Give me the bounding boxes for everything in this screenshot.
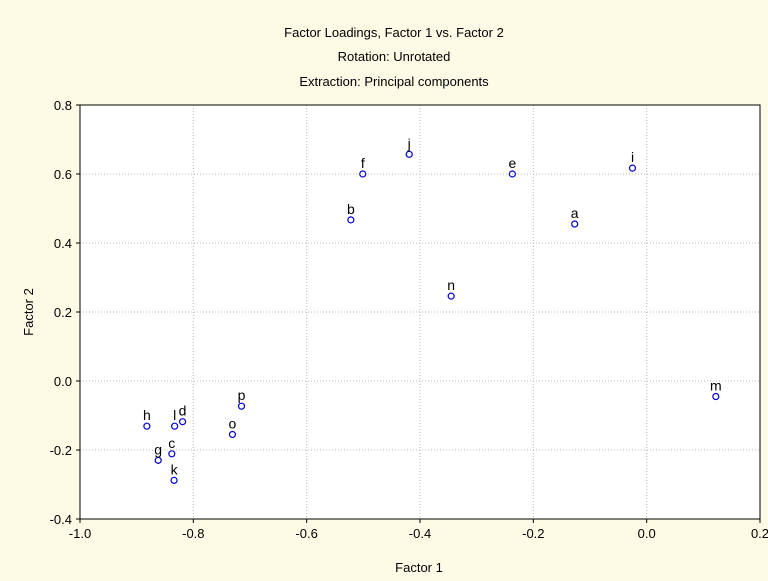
data-point-b <box>347 216 355 224</box>
data-label-b: b <box>347 201 355 217</box>
data-point-e <box>508 170 516 178</box>
x-tick-label: -1.0 <box>69 526 91 541</box>
chart-subtitle-rotation: Rotation: Unrotated <box>338 49 451 64</box>
data-point-d <box>178 418 187 426</box>
y-axis-label: Factor 2 <box>21 288 36 336</box>
data-point-p <box>237 402 246 410</box>
x-tick-label: -0.4 <box>409 526 431 541</box>
data-label-e: e <box>508 155 516 171</box>
data-point-k <box>170 476 178 484</box>
data-label-f: f <box>361 155 365 171</box>
data-point-n <box>447 292 455 300</box>
data-label-g: g <box>154 441 162 457</box>
data-point-h <box>143 422 151 430</box>
data-label-l: l <box>173 407 176 423</box>
data-label-k: k <box>171 461 179 477</box>
data-label-d: d <box>179 403 187 419</box>
data-label-c: c <box>168 435 175 451</box>
x-tick-label: -0.6 <box>295 526 317 541</box>
y-tick-label: 0.8 <box>54 98 72 113</box>
data-label-a: a <box>571 205 579 221</box>
data-point-m <box>712 392 720 401</box>
data-label-p: p <box>238 387 246 403</box>
chart-subtitle-extraction: Extraction: Principal components <box>299 74 489 89</box>
data-point-j <box>405 150 413 158</box>
y-tick-label: 0.0 <box>54 374 72 389</box>
data-point-l <box>171 422 179 430</box>
data-label-n: n <box>447 277 455 293</box>
y-tick-label: 0.6 <box>54 167 72 182</box>
data-points: a b cd e f g h i j k l m n op <box>143 135 722 484</box>
data-label-o: o <box>229 415 237 431</box>
data-label-j: j <box>407 135 411 151</box>
ticks: -1.0 -0.8 -0.6 -0.4 -0.2 0.0 0.2 -0.4 -0.2 0.0 0.2… <box>50 98 768 541</box>
y-tick-label: -0.2 <box>50 443 72 458</box>
x-tick-label: 0.0 <box>638 526 656 541</box>
x-tick-label: -0.2 <box>522 526 544 541</box>
y-tick-label: 0.2 <box>54 305 72 320</box>
data-point-f <box>359 170 367 178</box>
data-point-g <box>154 456 162 464</box>
data-point-a <box>571 220 579 228</box>
grid <box>80 105 760 519</box>
x-tick-label: 0.2 <box>751 526 768 541</box>
y-tick-label: -0.4 <box>50 512 72 527</box>
data-label-m: m <box>710 378 722 394</box>
data-label-i: i <box>631 149 634 165</box>
x-tick-label: -0.8 <box>182 526 204 541</box>
data-point-c <box>168 450 176 458</box>
data-point-o <box>228 430 237 439</box>
data-label-h: h <box>143 407 151 423</box>
y-tick-label: 0.4 <box>54 236 72 251</box>
data-point-i <box>628 164 637 172</box>
x-axis-label: Factor 1 <box>395 560 443 575</box>
chart-title: Factor Loadings, Factor 1 vs. Factor 2 <box>284 25 504 40</box>
